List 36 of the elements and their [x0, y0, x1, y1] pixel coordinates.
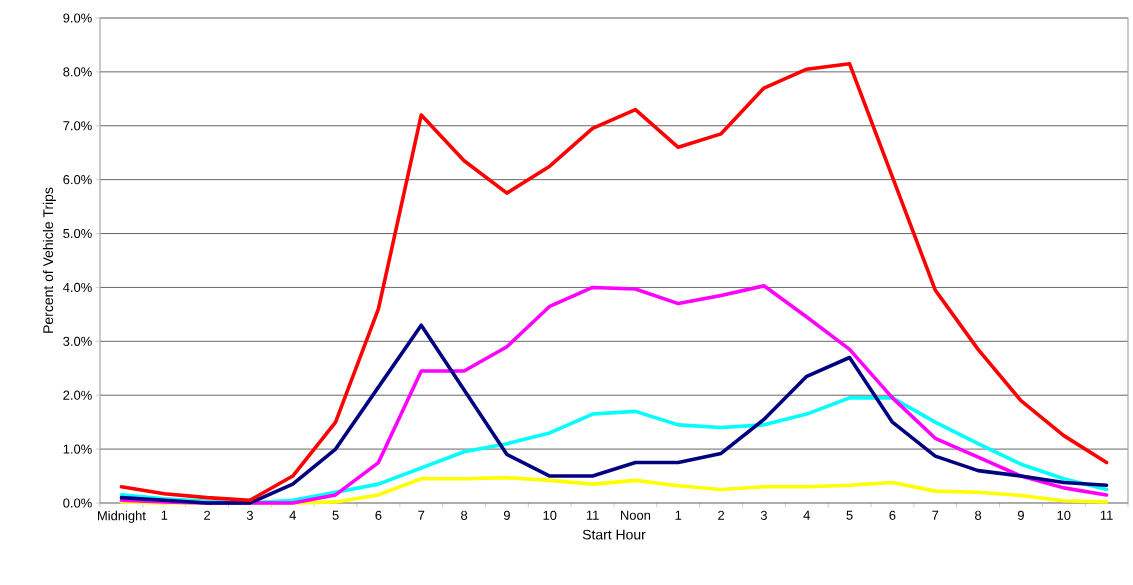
y-tick-label: 6.0% [63, 175, 92, 185]
y-tick-label: 8.0% [63, 67, 92, 77]
x-tick-label: 3 [246, 510, 253, 520]
y-tick-label: 9.0% [63, 13, 92, 23]
y-tick-label: 0.0% [63, 498, 92, 508]
x-tick-label: 7 [932, 510, 939, 520]
x-tick-label: 1 [675, 510, 682, 520]
x-tick-label: 11 [1100, 510, 1113, 520]
x-tick-label: 8 [975, 510, 982, 520]
y-tick-label: 4.0% [63, 282, 92, 293]
x-tick-label: 1 [161, 510, 168, 520]
x-tick-label: 4 [289, 510, 296, 520]
x-tick-label: 5 [332, 510, 339, 520]
x-tick-label: 10 [543, 510, 557, 520]
x-tick-label: 6 [889, 510, 896, 520]
x-tick-label: 8 [461, 510, 468, 520]
x-axis-title: Start Hour [582, 529, 646, 540]
x-tick-label: 9 [1017, 510, 1024, 520]
y-tick-label: 2.0% [63, 390, 92, 400]
x-tick-label: 2 [718, 510, 725, 520]
x-tick-label: 2 [204, 510, 211, 520]
y-tick-label: 7.0% [63, 121, 92, 131]
x-tick-label: 4 [803, 510, 810, 520]
x-tick-label: 7 [418, 510, 425, 520]
x-tick-label: 10 [1057, 510, 1071, 520]
x-tick-label: 5 [846, 510, 853, 520]
x-tick-label: Midnight [98, 510, 146, 523]
y-tick-label: 1.0% [63, 444, 92, 454]
y-axis-title: Percent of Vehicle Trips [42, 187, 56, 333]
y-tick-label: 3.0% [63, 336, 92, 346]
y-tick-label: 5.0% [63, 228, 92, 239]
x-tick-label: Noon [621, 510, 651, 520]
x-tick-label: 9 [503, 510, 510, 520]
x-tick-label: 3 [760, 510, 767, 520]
x-tick-label: 11 [586, 510, 599, 520]
x-tick-label: 6 [375, 510, 382, 520]
